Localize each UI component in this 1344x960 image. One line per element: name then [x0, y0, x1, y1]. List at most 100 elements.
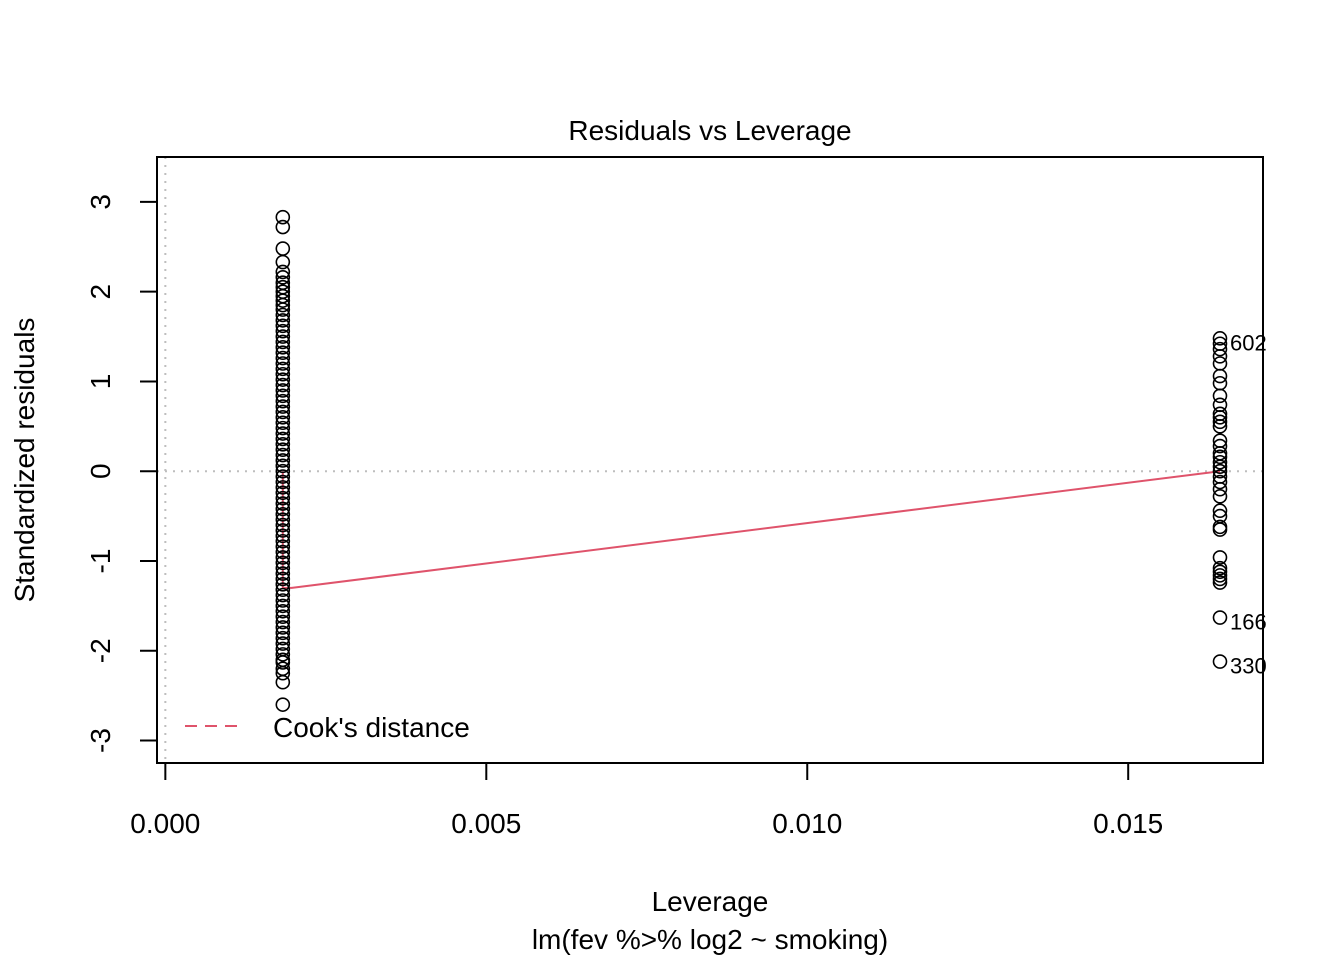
data-point: [1212, 449, 1228, 465]
data-point: [275, 582, 291, 598]
data-point: [275, 297, 291, 313]
data-point: [275, 329, 291, 344]
data-point: [275, 674, 291, 690]
data-point: [275, 507, 291, 522]
data-point: [275, 636, 291, 651]
data-point: [1212, 331, 1228, 346]
data-point: [275, 334, 291, 350]
data-point: [1212, 550, 1228, 565]
data-point: [275, 655, 291, 670]
data-point: [1212, 568, 1228, 583]
data-point: [275, 550, 291, 565]
y-tick-label: 3: [85, 194, 116, 210]
data-point: [275, 485, 291, 501]
data-point: [275, 630, 291, 646]
data-point: [275, 665, 291, 681]
data-point: [275, 388, 291, 404]
data-point: [1212, 489, 1228, 504]
data-point: [275, 539, 291, 554]
data-point: [275, 625, 291, 641]
data-point: [275, 426, 291, 441]
point-label: 330: [1230, 654, 1267, 679]
data-point: [1212, 388, 1228, 404]
data-point: [275, 377, 291, 393]
y-tick-label: 1: [85, 374, 116, 390]
data-point: [1212, 349, 1228, 364]
data-point: [275, 490, 291, 506]
data-point: [1212, 503, 1228, 519]
data-point: [1212, 474, 1228, 490]
data-point: [275, 366, 291, 382]
data-point: [275, 614, 291, 630]
data-point: [275, 372, 291, 387]
x-axis-label: Leverage: [652, 886, 769, 917]
data-point: [275, 404, 291, 420]
data-point: [275, 442, 291, 457]
data-point: [275, 458, 291, 474]
data-point: [1212, 341, 1228, 357]
data-point: [275, 410, 291, 425]
data-point: [275, 544, 291, 560]
data-point: [275, 603, 291, 619]
data-point: [1212, 463, 1228, 479]
data-point: [275, 533, 291, 549]
data-point: [275, 453, 291, 468]
data-point: [275, 420, 291, 436]
point-label: 602: [1230, 330, 1267, 355]
data-point: [1212, 459, 1228, 475]
data-point: [275, 241, 291, 256]
data-point: [1212, 654, 1228, 669]
data-point: [275, 345, 291, 361]
data-point: [1212, 522, 1228, 537]
data-point: [1212, 368, 1228, 384]
data-point: [275, 340, 291, 355]
data-point: [275, 209, 291, 225]
data-point: [1212, 571, 1228, 587]
data-point: [275, 598, 291, 614]
data-point: [275, 383, 291, 398]
y-tick-label: -2: [85, 638, 116, 663]
data-point: [275, 560, 291, 576]
data-point: [1212, 564, 1228, 580]
data-point: [275, 415, 291, 431]
x-tick-label: 0.005: [451, 808, 521, 839]
chart-title: Residuals vs Leverage: [568, 115, 851, 146]
y-axis-label: Standardized residuals: [9, 318, 40, 603]
data-point: [1212, 481, 1228, 497]
point-labels: 602 166 330: [1230, 330, 1267, 678]
data-point: [275, 307, 291, 323]
data-point: [275, 496, 291, 511]
legend-label: Cook's distance: [273, 712, 470, 743]
data-point: [275, 254, 291, 270]
data-point: [275, 469, 291, 484]
data-point: [275, 480, 291, 495]
data-point: [275, 587, 291, 603]
data-point: [275, 356, 291, 371]
data-point: [1212, 610, 1228, 625]
data-point: [1212, 560, 1228, 576]
data-point: [275, 528, 291, 544]
y-tick-label: -3: [85, 728, 116, 753]
reference-lines: [157, 157, 1263, 763]
data-point: [275, 219, 291, 235]
data-point: [275, 566, 291, 581]
cooks-distance-line: [281, 470, 1221, 589]
data-point: [275, 463, 291, 479]
x-tick-label: 0.000: [130, 808, 200, 839]
data-point: [275, 523, 291, 538]
data-point: [275, 555, 291, 571]
data-point: [275, 647, 291, 662]
plot-frame: [156, 156, 1264, 764]
data-point: [1212, 454, 1228, 470]
data-point: [275, 431, 291, 447]
data-point: [275, 270, 291, 285]
data-point: [275, 323, 291, 339]
data-point: [275, 436, 291, 452]
data-point: [275, 361, 291, 377]
data-point: [1212, 438, 1228, 454]
data-point: [275, 577, 291, 592]
x-tick-label: 0.015: [1093, 808, 1163, 839]
data-point: [275, 350, 291, 366]
legend: Cook's distance: [185, 712, 470, 743]
